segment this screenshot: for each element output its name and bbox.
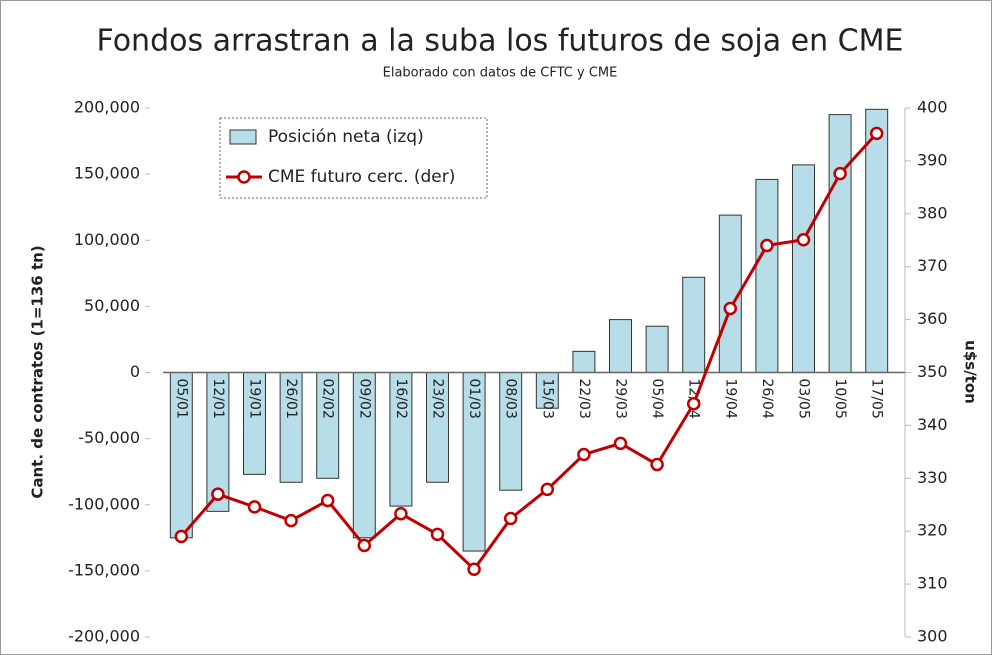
line-marker xyxy=(467,562,481,577)
x-tick-label: 29/03 xyxy=(613,379,629,419)
y-tick-label: 50,000 xyxy=(84,296,140,315)
line-marker xyxy=(174,529,189,544)
bar xyxy=(682,276,706,373)
line-marker xyxy=(869,126,884,141)
x-tick-label: 09/02 xyxy=(356,379,372,419)
bar xyxy=(645,325,669,373)
line xyxy=(180,132,878,572)
x-tick-label: 05/01 xyxy=(173,379,189,419)
line-marker xyxy=(833,166,847,181)
legend-swatch xyxy=(229,129,257,145)
x-tick-label: 05/04 xyxy=(649,379,665,419)
legend-marker xyxy=(237,170,251,184)
y2-tick-label: 330 xyxy=(917,468,948,487)
y-tick-label: 0 xyxy=(130,362,140,381)
y2-tick-label: 390 xyxy=(917,150,948,169)
line-marker xyxy=(320,493,335,508)
bar xyxy=(755,178,779,373)
y-tick-label: 150,000 xyxy=(74,164,140,183)
y2-tick-label: 300 xyxy=(917,627,948,646)
x-tick-label: 17/05 xyxy=(869,379,885,419)
bar xyxy=(572,350,596,373)
y2-tick-label: 400 xyxy=(917,98,948,117)
y2-tick-label: 370 xyxy=(917,256,948,275)
x-tick-label: 26/01 xyxy=(283,379,299,419)
line-marker xyxy=(284,513,298,528)
y-tick-label: -100,000 xyxy=(68,494,140,513)
legend-box xyxy=(219,117,488,199)
legend-label: Posición neta (izq) xyxy=(268,127,424,147)
y-tick-label: 100,000 xyxy=(74,230,140,249)
chart-title: Fondos arrastran a la suba los futuros d… xyxy=(97,24,904,59)
line-marker xyxy=(577,447,591,462)
x-tick-label: 02/02 xyxy=(320,379,336,419)
line-marker xyxy=(211,487,225,501)
x-tick-label: 19/01 xyxy=(247,379,263,419)
x-tick-label: 01/03 xyxy=(466,379,482,419)
x-tick-label: 19/04 xyxy=(722,379,738,419)
y2-tick-label: 360 xyxy=(917,309,948,328)
line-marker xyxy=(650,457,664,472)
y-tick-label: -50,000 xyxy=(78,428,140,447)
x-tick-label: 15/03 xyxy=(539,379,555,419)
x-tick-label: 16/02 xyxy=(393,379,409,419)
y-tick-label: -150,000 xyxy=(68,560,140,579)
y-tick-label: -200,000 xyxy=(68,627,140,646)
bar xyxy=(828,114,852,374)
line-marker xyxy=(613,436,628,451)
legend-label: CME futuro cerc. (der) xyxy=(268,167,455,187)
line-marker xyxy=(540,482,555,497)
line-marker xyxy=(503,511,518,526)
chart-subtitle: Elaborado con datos de CFTC y CME xyxy=(383,66,618,81)
y2-tick-label: 380 xyxy=(917,203,948,222)
bar xyxy=(609,319,632,374)
bar xyxy=(792,164,815,373)
x-tick-label: 22/03 xyxy=(576,379,592,419)
line-marker xyxy=(430,527,445,542)
y-tick-label: 200,000 xyxy=(74,98,140,117)
line-marker xyxy=(686,396,701,411)
y2-tick-label: 320 xyxy=(917,521,948,540)
y-axis-title: Cant. de contratos (1=136 tn) xyxy=(29,245,47,498)
y2-tick-label: 310 xyxy=(917,574,948,593)
x-tick-label: 08/03 xyxy=(503,379,519,419)
y2-tick-label: 350 xyxy=(917,362,948,381)
x-tick-label: 26/04 xyxy=(759,379,775,419)
x-tick-label: 10/05 xyxy=(832,379,848,419)
bar xyxy=(865,108,889,373)
x-tick-label: 03/05 xyxy=(796,379,812,419)
line-marker xyxy=(394,506,408,521)
line-marker xyxy=(796,232,811,247)
y2-axis-title: u$s/ton xyxy=(962,340,980,404)
x-tick-label: 12/01 xyxy=(210,379,226,419)
x-tick-label: 23/02 xyxy=(430,379,446,419)
line-marker xyxy=(723,301,738,316)
line-marker xyxy=(247,500,262,514)
y2-tick-label: 340 xyxy=(917,415,948,434)
line-marker xyxy=(760,238,774,253)
line-marker xyxy=(357,538,372,553)
